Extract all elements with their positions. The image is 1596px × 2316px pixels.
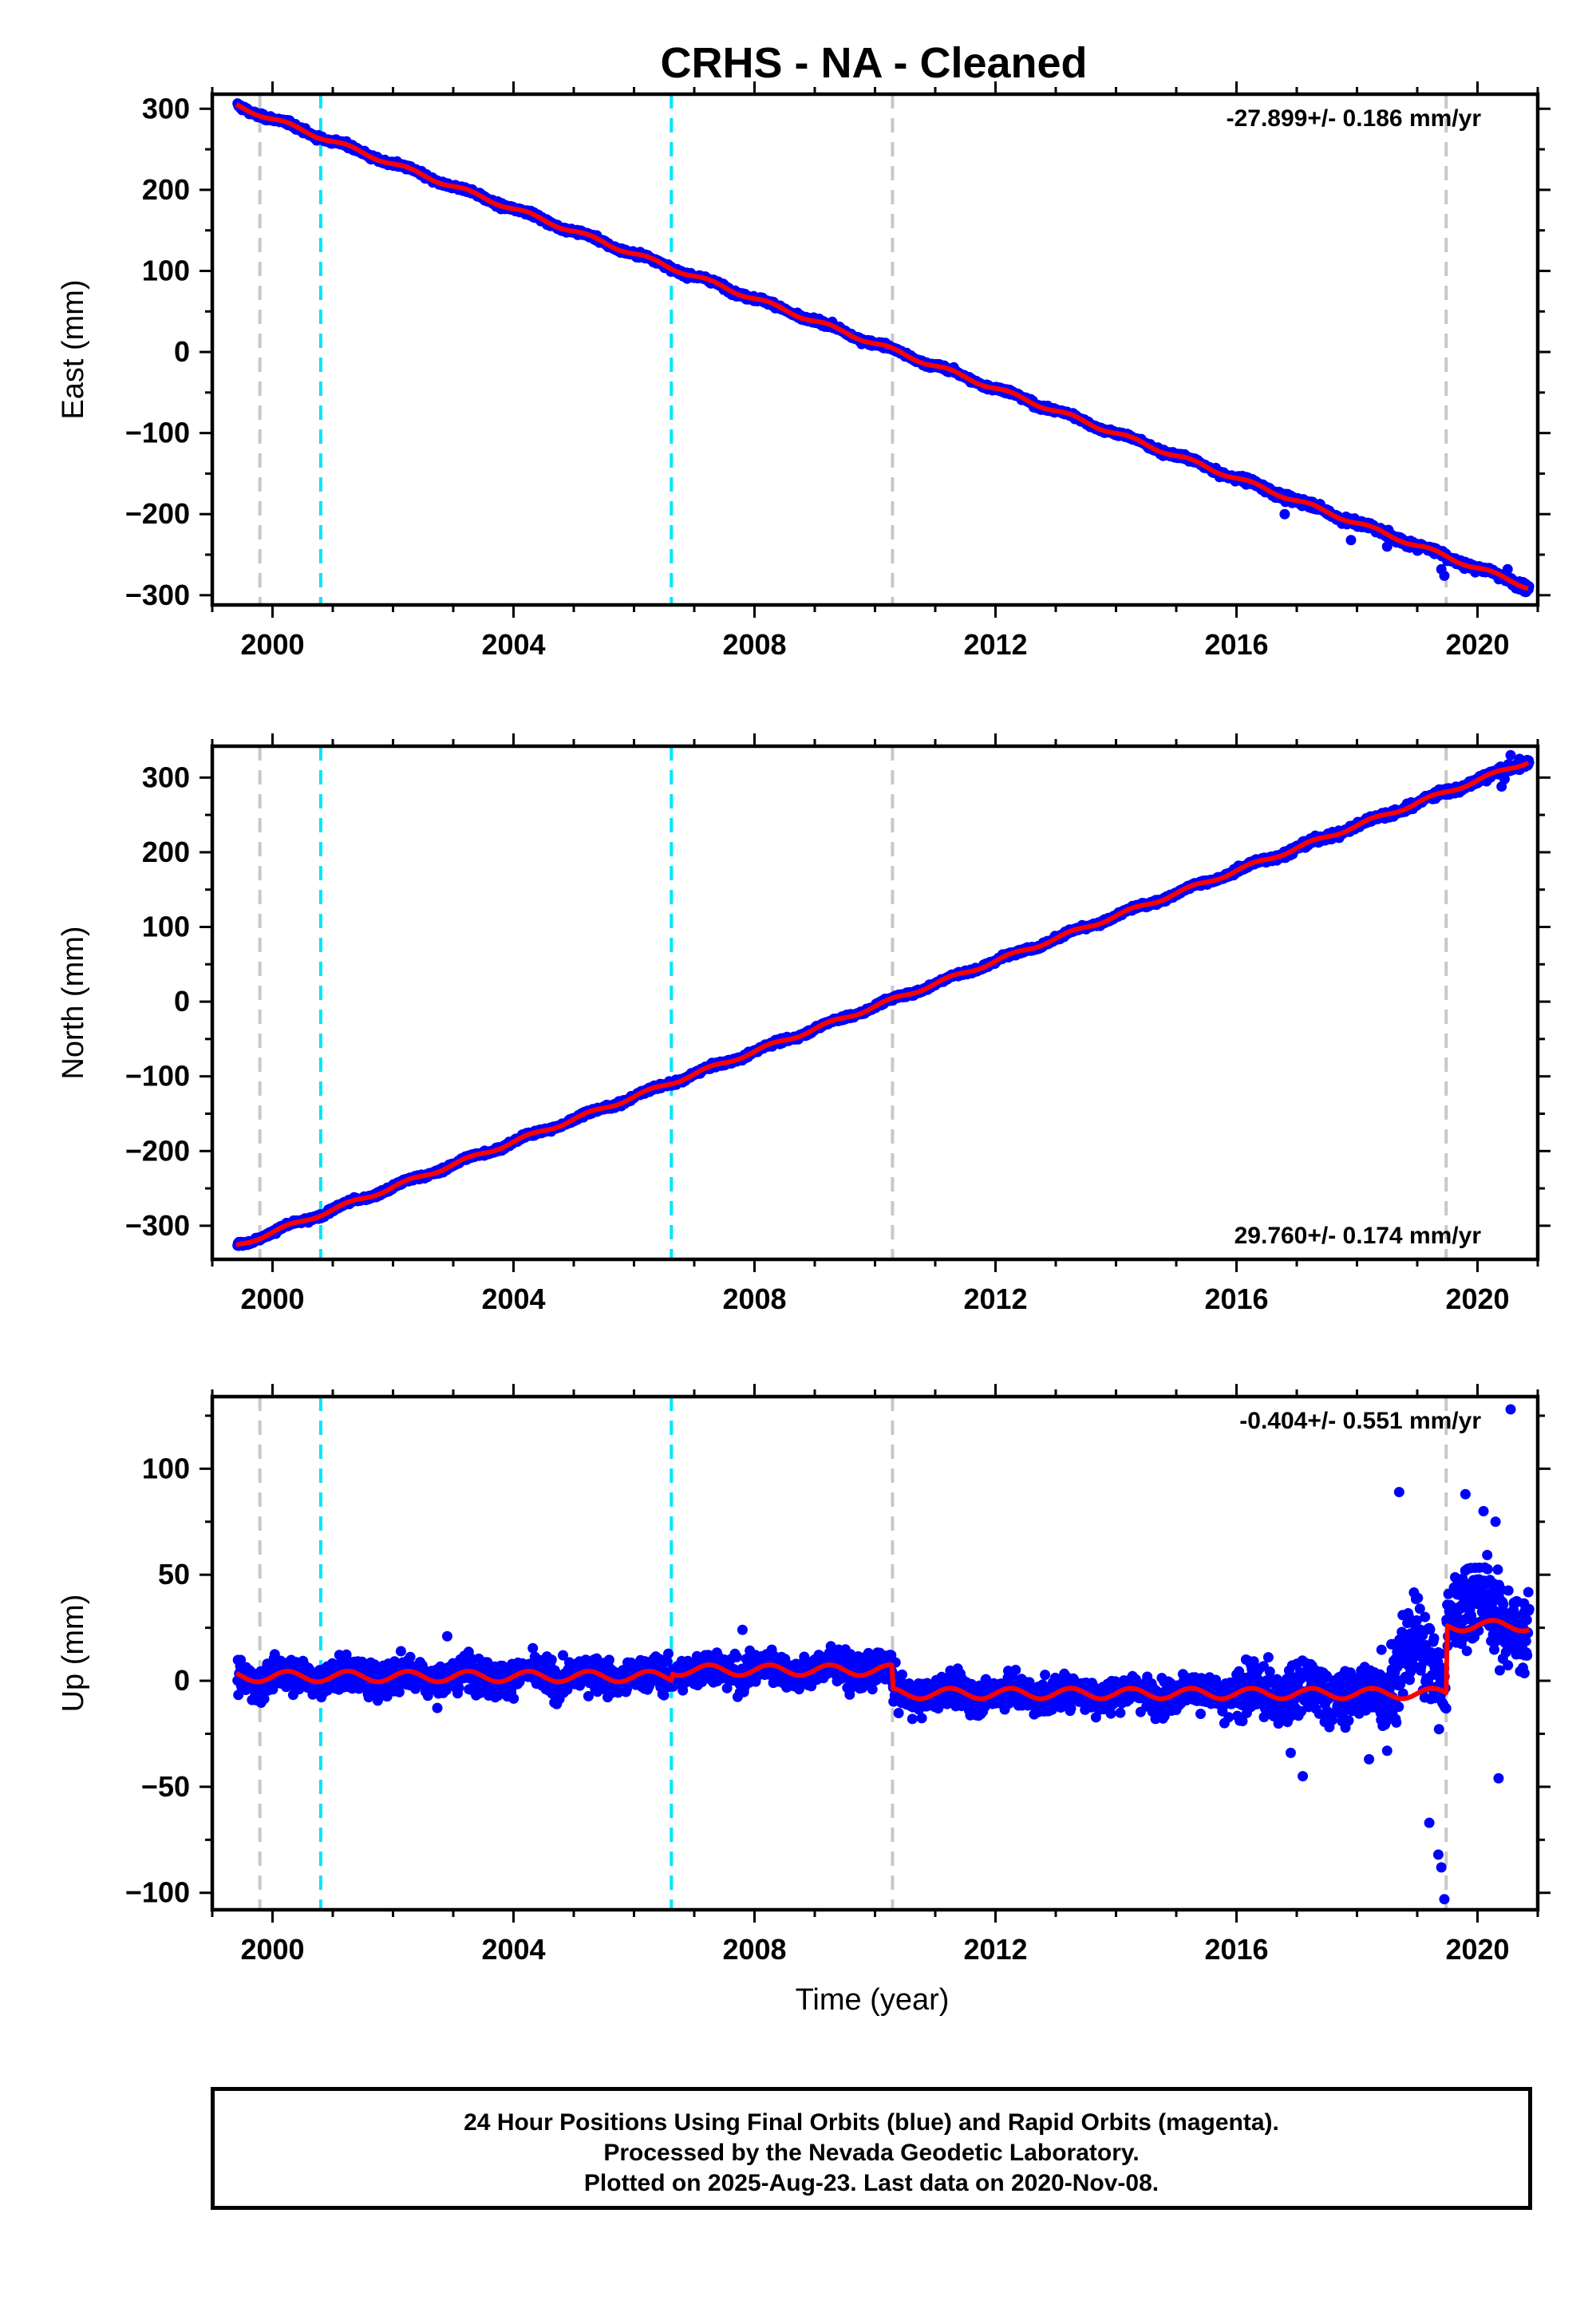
y-tick-label: −100 (125, 417, 190, 449)
y-tick-label: 200 (142, 173, 190, 206)
y-tick-label: −300 (125, 579, 190, 611)
velocity-label: -27.899+/- 0.186 mm/yr (1227, 105, 1482, 132)
y-tick-label: 300 (142, 92, 190, 124)
north-panel: 2000 2004 2008 2012 2016 2020−300−200−1000100… (57, 733, 1551, 1315)
plot-area (232, 746, 1535, 1259)
x-tick-label: 2004 (481, 628, 545, 661)
y-tick-label: −200 (125, 497, 190, 530)
x-tick-label: 2020 (1445, 628, 1509, 661)
y-tick-label: 0 (174, 335, 190, 368)
plot-area (232, 94, 1535, 605)
x-tick-label: 2000 (240, 628, 304, 661)
data-point (1345, 535, 1357, 546)
x-tick-label: 2012 (963, 628, 1027, 661)
data-point (1502, 563, 1513, 575)
x-tick-label: 2016 (1204, 628, 1268, 661)
model-fit-line (235, 102, 1530, 591)
y-tick-label: 100 (142, 254, 190, 287)
y-axis-label: East (mm) (57, 279, 90, 419)
data-point (1381, 541, 1393, 552)
data-point (1279, 508, 1290, 520)
east-panel: 2000 2004 2008 2012 2016 2020 −300 −200 −100 0 100… (57, 81, 1551, 661)
x-tick-label: 2008 (722, 628, 786, 661)
data-point (1439, 570, 1450, 581)
data-points (232, 98, 1535, 598)
figure-title: CRHS - NA - Cleaned (660, 39, 1087, 87)
